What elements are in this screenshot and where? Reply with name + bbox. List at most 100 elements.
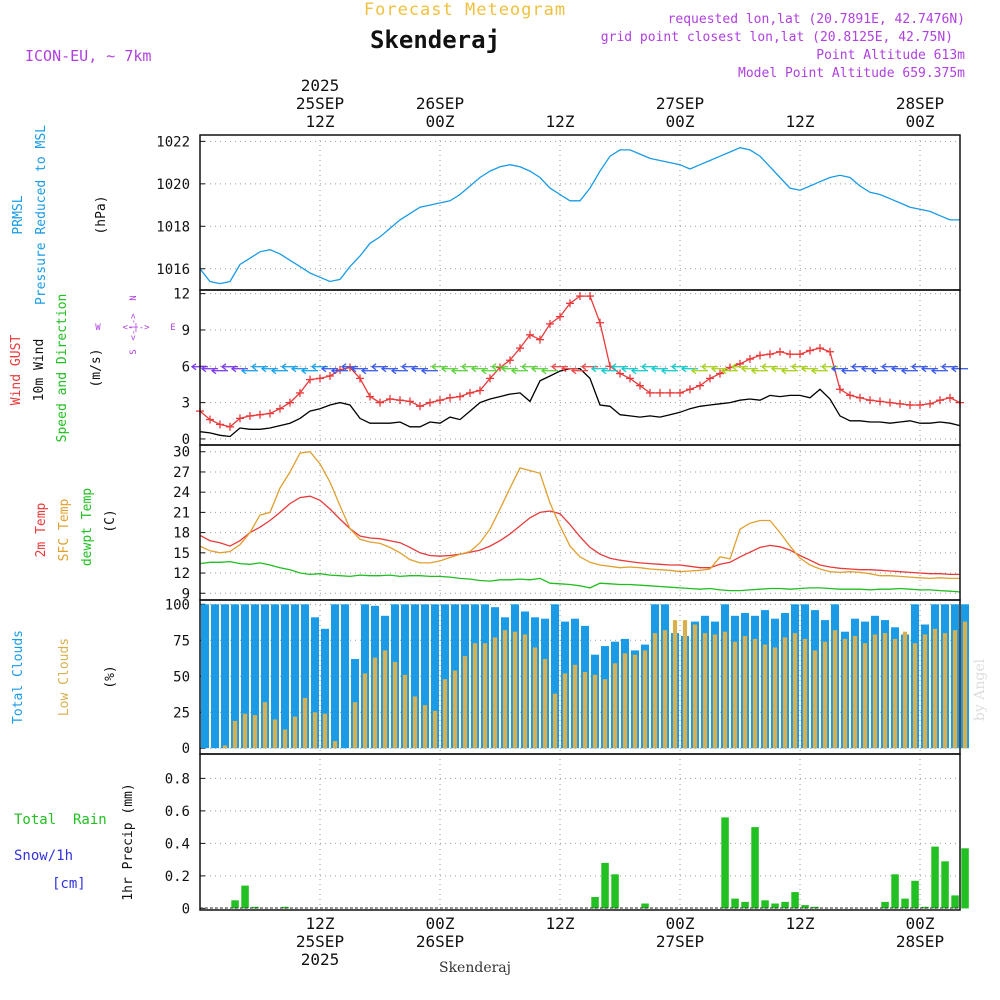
gust-marker xyxy=(696,381,704,390)
gust-marker xyxy=(646,388,654,397)
bar-total-rain xyxy=(771,903,779,909)
ytick-label: 1016 xyxy=(156,262,190,278)
wind-arrow-head xyxy=(880,363,887,371)
bar-low-clouds xyxy=(932,628,938,749)
ytick-label: 1022 xyxy=(156,134,190,150)
bar-low-clouds xyxy=(872,634,878,749)
bar-total-clouds xyxy=(551,604,559,749)
line-10m-wind xyxy=(199,368,961,438)
compass-s: S xyxy=(129,349,139,354)
wind-arrow-head xyxy=(930,367,937,375)
bar-low-clouds xyxy=(742,636,748,749)
gust-marker xyxy=(546,319,554,328)
gust-marker xyxy=(226,422,234,431)
wind-arrow-head xyxy=(600,367,607,375)
time-label-top: 27SEP xyxy=(656,94,704,113)
wind-arrow-head xyxy=(780,367,787,375)
time-label-bottom: 2025 xyxy=(301,950,340,969)
bar-total-clouds xyxy=(221,604,229,749)
gust-marker xyxy=(416,402,424,411)
bar-total-rain xyxy=(731,898,739,909)
wind-unit: (m/s) xyxy=(89,348,104,387)
bar-low-clouds xyxy=(372,657,378,749)
ytick-label: 12 xyxy=(173,566,190,582)
gust-marker xyxy=(886,398,894,407)
time-label-bottom: 00Z xyxy=(906,914,935,933)
gust-marker xyxy=(786,350,794,359)
bar-total-rain xyxy=(881,901,889,909)
gust-marker xyxy=(526,330,534,339)
bar-total-rain xyxy=(951,895,959,909)
wind-arrow-head xyxy=(360,367,367,375)
wind-arrow-head xyxy=(730,363,737,371)
wind-arrow-head xyxy=(660,367,667,375)
gust-marker xyxy=(796,350,804,359)
wind-direction-arrow xyxy=(480,367,498,375)
gust-marker xyxy=(926,399,934,408)
wind-arrow-head xyxy=(290,365,297,373)
line-dewpt-temp xyxy=(199,560,961,593)
bar-total-clouds xyxy=(421,604,429,749)
bar-total-clouds xyxy=(311,617,319,749)
bar-low-clouds xyxy=(722,631,728,749)
wind-arrow-head xyxy=(480,367,487,375)
time-label-bottom: 28SEP xyxy=(896,932,944,951)
wind-arrow-head xyxy=(490,363,497,371)
bar-total-clouds xyxy=(281,604,289,749)
bar-total-rain xyxy=(611,874,619,909)
gust-marker xyxy=(326,371,334,380)
gust-marker xyxy=(936,396,944,405)
bar-low-clouds xyxy=(462,656,468,749)
grid-layer xyxy=(200,135,960,910)
bar-low-clouds xyxy=(452,670,458,749)
gust-marker xyxy=(586,292,594,301)
time-label-top: 28SEP xyxy=(896,94,944,113)
wind-direction-arrow xyxy=(900,367,918,375)
wind-arrow-head xyxy=(630,367,637,375)
pressure-unit: (hPa) xyxy=(94,195,109,234)
bar-total-rain xyxy=(781,901,789,909)
bar-low-clouds xyxy=(802,638,808,749)
wind-arrow-head xyxy=(530,365,537,373)
wind-arrow-head xyxy=(890,365,897,373)
wind-arrow-head xyxy=(430,363,437,371)
wind-arrow-head xyxy=(710,365,717,373)
wind-arrow-head xyxy=(840,367,847,375)
ytick-label: 3 xyxy=(182,396,190,412)
gust-marker xyxy=(686,385,694,394)
wind-arrow-head xyxy=(910,363,917,371)
wind-arrow-head xyxy=(700,363,707,371)
bar-total-rain xyxy=(941,861,949,909)
wind-arrow-head xyxy=(830,365,837,373)
bar-total-clouds xyxy=(301,604,309,749)
wind-arrow-head xyxy=(570,367,577,375)
low-clouds-label: Low Clouds xyxy=(57,638,72,716)
wind-arrow-head xyxy=(540,367,547,375)
compass-w: W xyxy=(95,323,101,333)
direction-label: Speed and Direction xyxy=(55,294,70,443)
gust-marker xyxy=(626,374,634,383)
gust-marker xyxy=(446,393,454,402)
gust-marker xyxy=(536,335,544,344)
time-label-bottom: 12Z xyxy=(306,914,335,933)
bar-total-rain xyxy=(931,846,939,909)
bar-low-clouds xyxy=(592,674,598,749)
wind-arrow-head xyxy=(400,363,407,371)
gust-marker xyxy=(276,404,284,413)
ytick-label: 18 xyxy=(173,526,190,542)
wind-arrow-head xyxy=(620,365,627,373)
panel-frame-4 xyxy=(199,753,961,911)
gust-marker xyxy=(666,388,674,397)
wind-arrow-head xyxy=(900,367,907,375)
gust-marker xyxy=(406,397,414,406)
wind-arrow-head xyxy=(240,367,247,375)
bar-total-clouds xyxy=(431,604,439,749)
wind-arrow-head xyxy=(190,363,197,371)
requested-coords: requested lon,lat (20.7891E, 42.7476N) xyxy=(668,12,965,27)
bar-low-clouds xyxy=(902,631,908,749)
wind-arrow-head xyxy=(680,365,687,373)
total-rain-label: Total Rain xyxy=(14,812,107,828)
bar-total-rain xyxy=(591,897,599,909)
bar-total-clouds xyxy=(261,604,269,749)
bar-total-rain xyxy=(761,900,769,909)
